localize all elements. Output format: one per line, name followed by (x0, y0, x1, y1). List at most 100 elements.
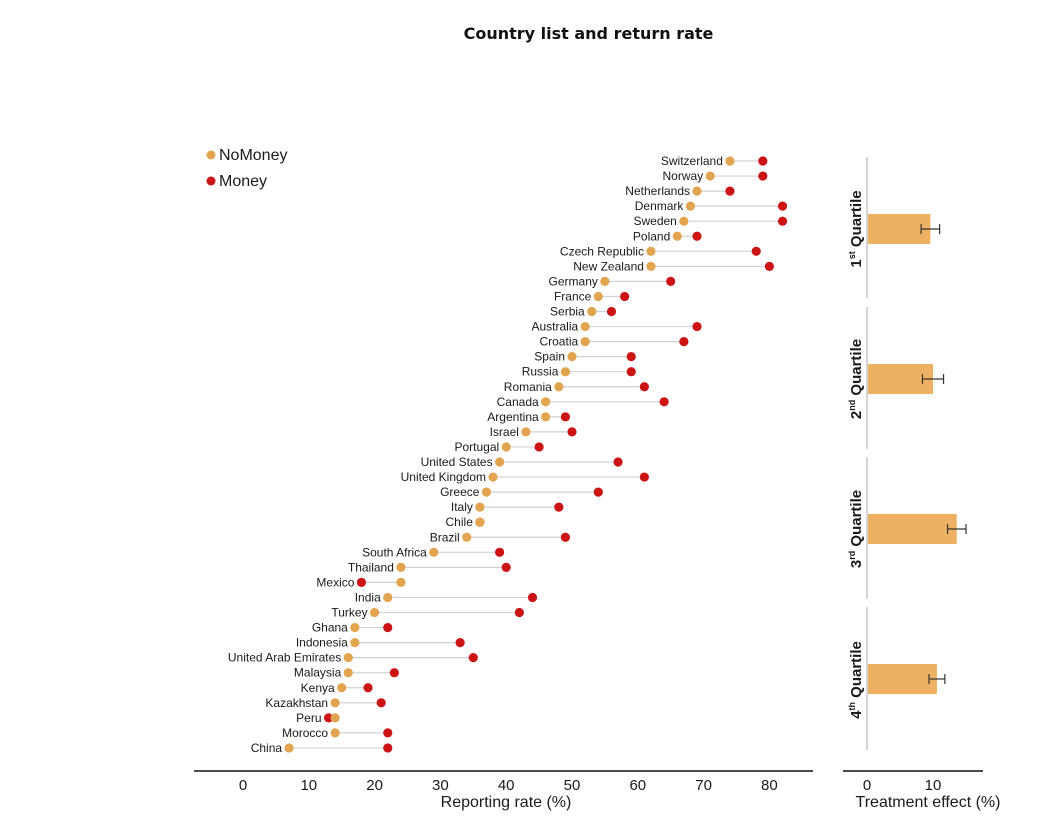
nomoney-point (429, 547, 439, 557)
nomoney-point (343, 653, 353, 663)
country-row: Germany (549, 274, 676, 288)
country-label: Morocco (282, 726, 328, 740)
money-point (455, 638, 465, 648)
country-label: Turkey (331, 606, 367, 620)
nomoney-point (350, 638, 360, 648)
money-point (383, 622, 393, 633)
nomoney-point (475, 502, 485, 512)
nomoney-point (488, 472, 498, 482)
money-point (626, 367, 636, 377)
country-label: Netherlands (625, 184, 690, 198)
nomoney-point (396, 577, 406, 588)
treatment-effect-axis: 0 10 (843, 770, 983, 794)
country-row: Switzerland (661, 154, 768, 168)
nomoney-point (593, 291, 603, 302)
money-point (389, 668, 399, 678)
nomoney-point (284, 743, 294, 753)
country-label: Czech Republic (560, 244, 644, 258)
legend: NoMoney Money (206, 147, 287, 190)
country-row: Kenya (301, 681, 373, 695)
country-row: Kazakhstan (265, 696, 386, 710)
country-row: Indonesia (296, 636, 465, 650)
error-bar (946, 524, 967, 534)
country-row: United States (421, 455, 623, 469)
nomoney-point (396, 562, 406, 572)
country-row: Denmark (635, 199, 788, 213)
country-label: Greece (440, 485, 480, 499)
error-bar (920, 224, 941, 234)
quartile-label: 4th Quartile (847, 641, 865, 719)
country-label: Brazil (430, 530, 460, 544)
money-point (666, 276, 676, 286)
tick-label: 30 (432, 777, 449, 794)
page-title: Country list and return rate (463, 24, 714, 43)
country-label: Israel (490, 425, 519, 439)
money-point (639, 382, 649, 392)
country-label: Croatia (539, 335, 578, 349)
reporting-rate-axis-title: Reporting rate (%) (441, 794, 572, 811)
country-label: South Africa (362, 545, 427, 559)
country-label: Ghana (312, 621, 348, 635)
money-point (323, 713, 334, 723)
country-label: Serbia (550, 305, 585, 319)
country-row: Turkey (331, 606, 524, 620)
country-label: Russia (522, 365, 559, 379)
money-point (560, 532, 571, 542)
money-point (758, 171, 768, 181)
tick-label: 10 (300, 777, 317, 794)
nomoney-point (685, 201, 696, 211)
money-point (692, 231, 702, 241)
country-row: Netherlands (625, 184, 735, 198)
tick-label: 0 (863, 777, 871, 794)
country-row: New Zealand (573, 259, 775, 273)
money-point (356, 577, 367, 588)
nomoney-point (475, 517, 485, 527)
country-label: New Zealand (573, 259, 644, 273)
error-bar (928, 674, 946, 684)
nomoney-point (600, 276, 610, 286)
money-point (593, 487, 603, 497)
nomoney-point (501, 442, 511, 452)
money-point (468, 653, 478, 663)
country-label: Indonesia (296, 636, 348, 650)
money-point (560, 412, 571, 422)
money-point (659, 397, 669, 407)
tick-label: 10 (925, 777, 942, 794)
nomoney-point (705, 171, 715, 181)
money-point (777, 216, 788, 226)
country-label: France (554, 289, 592, 303)
money-point (639, 472, 649, 482)
country-row: Israel (490, 425, 577, 439)
country-label: Thailand (348, 560, 394, 574)
country-label: United Arab Emirates (228, 651, 341, 665)
tick-label: 40 (498, 777, 515, 794)
money-point (376, 698, 386, 708)
money-point (501, 562, 511, 572)
tick-label: 0 (239, 777, 247, 794)
country-label: Spain (534, 350, 565, 364)
country-label: Canada (497, 395, 539, 409)
country-label: Portugal (454, 440, 499, 454)
legend-label-nomoney: NoMoney (219, 147, 287, 164)
quartile-label: 2nd Quartile (847, 339, 865, 419)
tick-label: 80 (761, 777, 778, 794)
nomoney-point (541, 397, 551, 407)
country-row: Portugal (454, 440, 544, 454)
nomoney-point (560, 367, 571, 377)
country-label: United States (421, 455, 493, 469)
country-label: Denmark (635, 199, 685, 213)
legend-dot-nomoney (206, 150, 216, 160)
tick-label: 70 (695, 777, 712, 794)
country-row: Spain (534, 350, 636, 364)
error-bar (921, 374, 945, 384)
nomoney-point (554, 382, 564, 392)
nomoney-point (567, 352, 577, 362)
money-point (534, 442, 544, 452)
country-label: India (355, 590, 381, 604)
nomoney-point (495, 457, 505, 467)
nomoney-point (541, 412, 551, 422)
money-point (554, 502, 564, 512)
country-label: Argentina (487, 410, 539, 424)
reporting-rate-axis: 0 10 20 30 40 50 60 70 80 (194, 770, 813, 794)
